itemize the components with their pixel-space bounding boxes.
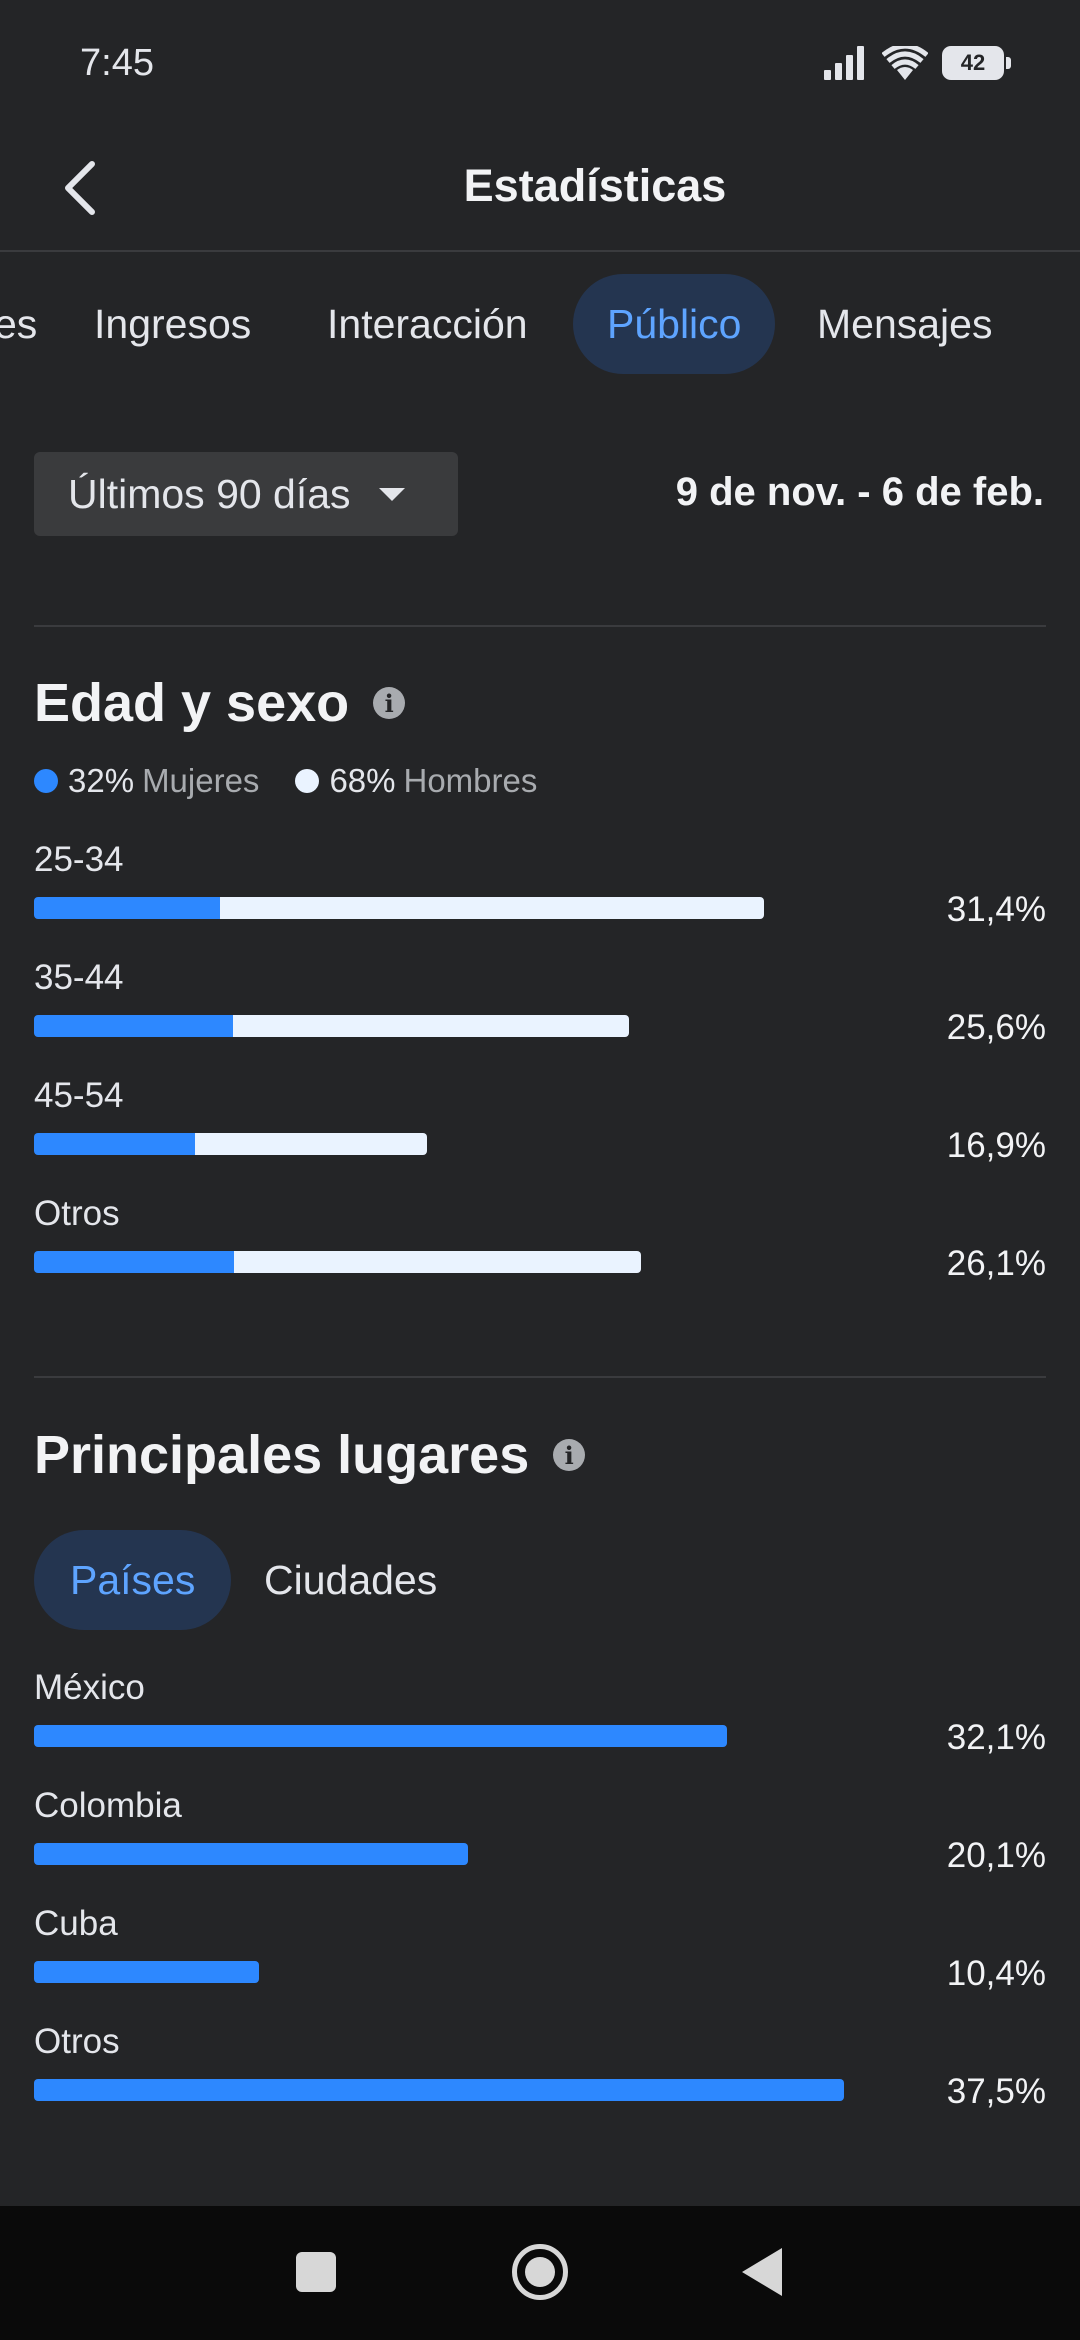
age-row-label: 25-34 (34, 840, 124, 879)
subtab-ciudades[interactable]: Ciudades (264, 1556, 438, 1603)
age-row-bar (34, 1015, 629, 1037)
home-icon[interactable] (512, 2244, 568, 2300)
legend-women-label: Mujeres (142, 762, 260, 799)
header-divider (0, 250, 1080, 252)
location-row-label: Otros (34, 2022, 120, 2061)
bar-segment-women (34, 897, 220, 919)
age-row-value: 25,6% (946, 1008, 1046, 1047)
age-row-value: 26,1% (946, 1244, 1046, 1283)
status-time: 7:45 (80, 42, 154, 84)
bar-segment-men (233, 1015, 629, 1037)
age-row-value: 16,9% (946, 1126, 1046, 1165)
age-row-label: 45-54 (34, 1076, 124, 1115)
location-row-value: 37,5% (946, 2072, 1046, 2111)
subtab-paises[interactable]: Países (34, 1530, 232, 1630)
age-row-bar (34, 897, 764, 919)
info-icon[interactable]: i (373, 687, 406, 719)
status-icons: 42 (824, 46, 1011, 80)
tab-interaccion[interactable]: Interacción (327, 300, 528, 347)
bar-segment-men (234, 1251, 641, 1273)
location-row-bar (34, 2079, 844, 2101)
location-row-value: 32,1% (946, 1718, 1046, 1757)
date-range-text: 9 de nov. - 6 de feb. (675, 470, 1044, 514)
bar-segment-women (34, 1015, 233, 1037)
date-range-dropdown[interactable]: Últimos 90 días (34, 452, 458, 536)
battery-icon: 42 (942, 46, 1011, 80)
location-row-value: 10,4% (946, 1954, 1046, 1993)
age-row-bar (34, 1251, 641, 1273)
wifi-icon (882, 46, 928, 80)
date-range-dropdown-label: Últimos 90 días (68, 470, 351, 517)
caret-down-icon (378, 487, 405, 501)
legend-dot-women (34, 769, 58, 793)
section-divider (34, 1376, 1046, 1378)
legend-women-pct: 32% (68, 762, 135, 799)
bar-segment-men (220, 897, 764, 919)
page-title: Estadísticas (463, 160, 727, 211)
back-button[interactable] (52, 150, 108, 226)
bar-fill (34, 2079, 844, 2101)
age-row-value: 31,4% (946, 890, 1046, 929)
tab-ingresos[interactable]: Ingresos (94, 300, 252, 347)
back-triangle-icon[interactable] (742, 2248, 782, 2296)
age-gender-section-title: Edad y sexo i (34, 672, 406, 734)
battery-level: 42 (960, 50, 986, 75)
age-row-label: Otros (34, 1194, 120, 1233)
tab-partial[interactable]: es (0, 300, 38, 347)
bar-segment-women (34, 1133, 195, 1155)
chevron-left-icon (65, 161, 95, 215)
bar-fill (34, 1961, 259, 1983)
gender-legend: 32% Mujeres 68% Hombres (34, 762, 573, 800)
recent-apps-icon[interactable] (296, 2252, 336, 2292)
section-divider (34, 625, 1046, 627)
location-row-label: Colombia (34, 1786, 182, 1825)
tab-publico[interactable]: Público (573, 274, 776, 374)
top-locations-section-title: Principales lugares i (34, 1424, 586, 1486)
age-row-label: 35-44 (34, 958, 124, 997)
signal-icon (824, 46, 864, 80)
bar-segment-women (34, 1251, 234, 1273)
legend-dot-men (295, 769, 320, 793)
location-row-bar (34, 1843, 468, 1865)
location-row-value: 20,1% (946, 1836, 1046, 1875)
age-row-bar (34, 1133, 427, 1155)
location-row-label: México (34, 1668, 145, 1707)
age-gender-title: Edad y sexo (34, 673, 350, 733)
bar-fill (34, 1843, 468, 1865)
legend-men-label: Hombres (403, 762, 538, 799)
bar-segment-men (195, 1133, 427, 1155)
location-row-label: Cuba (34, 1904, 118, 1943)
tab-mensajes[interactable]: Mensajes (817, 300, 993, 347)
bar-fill (34, 1725, 727, 1747)
location-row-bar (34, 1961, 259, 1983)
legend-men-pct: 68% (329, 762, 396, 799)
top-locations-title: Principales lugares (34, 1425, 530, 1485)
info-icon[interactable]: i (553, 1439, 586, 1471)
location-row-bar (34, 1725, 727, 1747)
